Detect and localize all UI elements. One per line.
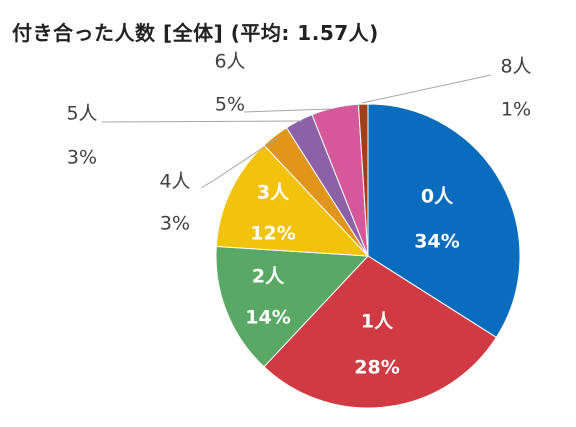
chart-title: 付き合った人数 [全体] (平均: 1.57人) [12,21,379,45]
pie-slice-0 [367,103,521,339]
leader-line-5 [101,120,303,123]
slice-label-percent-7: 1% [501,99,531,121]
slice-label-percent-6: 5% [215,94,245,116]
leader-line-4 [200,136,280,189]
slice-label-category-0: 0人 [421,186,454,208]
slice-label-category-7: 8人 [500,56,531,78]
leader-line-7 [361,74,492,104]
pie-slice-2 [215,245,370,368]
pie-slice-1 [263,255,498,409]
slice-label-category-6: 6人 [214,51,245,73]
slice-label-percent-0: 34% [414,231,459,253]
slice-label-percent-3: 12% [250,223,295,245]
slice-label-percent-4: 3% [160,213,190,235]
slice-label-category-5: 5人 [66,103,97,125]
slice-label-category-3: 3人 [257,182,290,204]
slice-label-category-2: 2人 [252,266,285,288]
slice-label-category-4: 4人 [159,171,190,193]
slice-label-percent-2: 14% [245,307,290,329]
slice-label-percent-5: 3% [67,147,97,169]
slice-label-category-1: 1人 [361,311,394,333]
pie-slice-7 [357,103,369,257]
slice-label-percent-1: 28% [354,357,399,379]
leader-line-6 [243,108,332,113]
